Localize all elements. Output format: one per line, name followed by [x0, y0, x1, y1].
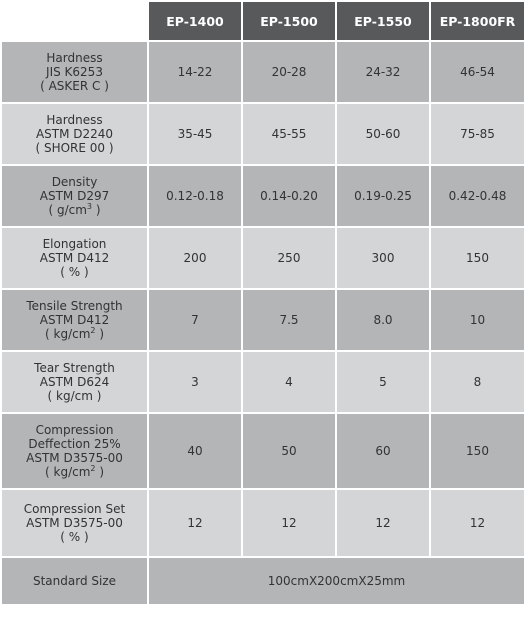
- property-label-line: ( % ): [60, 530, 89, 544]
- property-label-line: ( kg/cm2 ): [45, 464, 104, 480]
- specification-table: EP-1400 EP-1500 EP-1550 EP-1800FR Hardne…: [2, 2, 524, 604]
- property-label-line: Tensile Strength: [26, 299, 123, 313]
- table-row: Compression Set ASTM D3575-00( % ) 12 12 12 1…: [2, 490, 524, 556]
- value-cell: 7: [149, 290, 241, 350]
- value-cell: 12: [431, 490, 524, 556]
- value-cell: 35-45: [149, 104, 241, 164]
- property-label-line: ASTM D297: [39, 189, 110, 203]
- property-label-line: ( kg/cm ): [47, 389, 102, 403]
- property-label-line: ASTM D412: [39, 313, 110, 327]
- model-header: EP-1400: [149, 2, 241, 40]
- value-cell: 150: [431, 228, 524, 288]
- property-label-line: ( kg/cm2 ): [45, 326, 104, 342]
- value-cell: 60: [337, 414, 429, 488]
- table-row: Elongation ASTM D412( % ) 200 250 300 150: [2, 228, 524, 288]
- table-row: Tensile Strength ASTM D412( kg/cm2 ) 7 7.5 8…: [2, 290, 524, 350]
- property-label: Compression Set ASTM D3575-00( % ): [2, 490, 147, 556]
- value-cell: 50-60: [337, 104, 429, 164]
- property-label-line: Tear Strength: [34, 361, 115, 375]
- value-cell: 45-55: [243, 104, 335, 164]
- value-cell: 50: [243, 414, 335, 488]
- value-cell: 40: [149, 414, 241, 488]
- value-cell: 12: [337, 490, 429, 556]
- standard-size-value: 100cmX200cmX25mm: [149, 558, 524, 604]
- value-cell: 5: [337, 352, 429, 412]
- value-cell: 12: [149, 490, 241, 556]
- property-label-line: Hardness: [46, 51, 103, 65]
- property-label: Compression Deffection 25% ASTM D3575-00( …: [2, 414, 147, 488]
- property-label: Tear Strength ASTM D624( kg/cm ): [2, 352, 147, 412]
- model-header: EP-1550: [337, 2, 429, 40]
- value-cell: 75-85: [431, 104, 524, 164]
- property-label-line: Deffection 25%: [28, 437, 121, 451]
- property-label-line: Density: [51, 175, 98, 189]
- value-cell: 24-32: [337, 42, 429, 102]
- property-label: Hardness JIS K6253( ASKER C ): [2, 42, 147, 102]
- property-label-line: ASTM D624: [39, 375, 110, 389]
- table-row: Compression Deffection 25% ASTM D3575-00( …: [2, 414, 524, 488]
- value-cell: 250: [243, 228, 335, 288]
- property-label-line: Elongation: [42, 237, 107, 251]
- table-row: Hardness JIS K6253( ASKER C ) 14-22 20-28 24…: [2, 42, 524, 102]
- property-label-line: ASTM D412: [39, 251, 110, 265]
- property-label-line: ASTM D3575-00: [26, 451, 123, 465]
- value-cell: 7.5: [243, 290, 335, 350]
- standard-size-row: Standard Size 100cmX200cmX25mm: [2, 558, 524, 604]
- value-cell: 46-54: [431, 42, 524, 102]
- property-label-line: ( ASKER C ): [40, 79, 109, 93]
- value-cell: 8.0: [337, 290, 429, 350]
- table-row: Density ASTM D297( g/cm3 ) 0.12-0.18 0.14-0…: [2, 166, 524, 226]
- property-label: Elongation ASTM D412( % ): [2, 228, 147, 288]
- property-label-line: ( % ): [60, 265, 89, 279]
- value-cell: 0.42-0.48: [431, 166, 524, 226]
- value-cell: 300: [337, 228, 429, 288]
- header-row: EP-1400 EP-1500 EP-1550 EP-1800FR: [2, 2, 524, 40]
- value-cell: 0.12-0.18: [149, 166, 241, 226]
- property-label: Density ASTM D297( g/cm3 ): [2, 166, 147, 226]
- table-row: Tear Strength ASTM D624( kg/cm ) 3 4 5 8: [2, 352, 524, 412]
- property-label: Tensile Strength ASTM D412( kg/cm2 ): [2, 290, 147, 350]
- table-row: Hardness ASTM D2240( SHORE 00 ) 35-45 45-55…: [2, 104, 524, 164]
- model-header: EP-1500: [243, 2, 335, 40]
- standard-size-label: Standard Size: [2, 558, 147, 604]
- value-cell: 12: [243, 490, 335, 556]
- value-cell: 20-28: [243, 42, 335, 102]
- property-label: Hardness ASTM D2240( SHORE 00 ): [2, 104, 147, 164]
- property-label-line: Compression Set: [23, 502, 126, 516]
- value-cell: 10: [431, 290, 524, 350]
- spec-body: Hardness JIS K6253( ASKER C ) 14-22 20-28 24…: [2, 42, 524, 604]
- model-header: EP-1800FR: [431, 2, 524, 40]
- property-label-line: ASTM D2240: [35, 127, 114, 141]
- value-cell: 14-22: [149, 42, 241, 102]
- value-cell: 0.14-0.20: [243, 166, 335, 226]
- value-cell: 4: [243, 352, 335, 412]
- property-label-line: Hardness: [46, 113, 103, 127]
- header-corner: [2, 2, 147, 40]
- value-cell: 3: [149, 352, 241, 412]
- property-label-line: ( g/cm3 ): [48, 202, 101, 218]
- property-label-line: Compression: [35, 423, 114, 437]
- property-label-line: ( SHORE 00 ): [35, 141, 114, 155]
- value-cell: 8: [431, 352, 524, 412]
- property-label-line: JIS K6253: [46, 65, 103, 79]
- value-cell: 150: [431, 414, 524, 488]
- value-cell: 200: [149, 228, 241, 288]
- property-label-line: ASTM D3575-00: [26, 516, 123, 530]
- value-cell: 0.19-0.25: [337, 166, 429, 226]
